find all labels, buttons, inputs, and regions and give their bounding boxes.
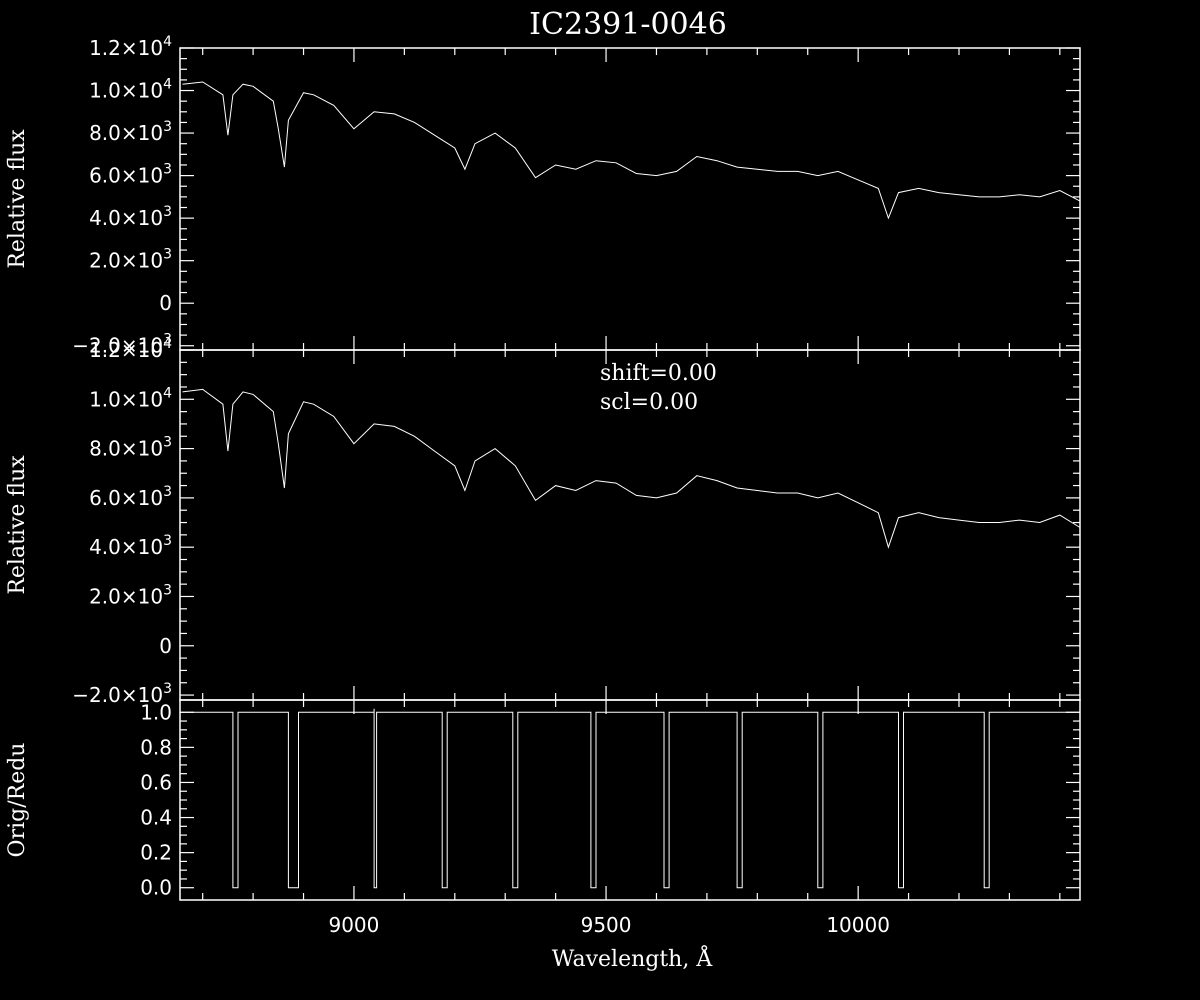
spectrum-series xyxy=(182,81,1081,220)
y-tick-label: 0.8 xyxy=(140,735,172,759)
y-axis-label: Relative flux xyxy=(5,129,30,269)
y-tick-label: 6.0×103 xyxy=(89,484,172,510)
x-tick-label: 10000 xyxy=(826,913,890,937)
x-tick-label: 9500 xyxy=(581,913,632,937)
y-axis-label: Orig/Redu xyxy=(5,743,30,858)
y-tick-label: 6.0×103 xyxy=(89,162,172,188)
plot-frame xyxy=(179,699,1081,901)
chart-title: IC2391-0046 xyxy=(529,7,727,42)
y-tick-label: 4.0×103 xyxy=(89,533,172,559)
spectrum-series xyxy=(180,708,1080,889)
y-tick-label: 4.0×103 xyxy=(89,204,172,230)
panel-3: 0.0 0.2 0.4 0.6 0.8 1.0 Orig/Redu 9000 9500 10000 xyxy=(5,699,1081,937)
y-tick-label: −2.0×103 xyxy=(72,332,172,358)
x-tick-label: 9000 xyxy=(328,913,379,937)
y-tick-label: 8.0×103 xyxy=(89,435,172,461)
y-tick-label: 0.0 xyxy=(140,876,172,900)
y-tick-label: 1.2×104 xyxy=(89,336,172,362)
y-tick-label: 0.6 xyxy=(140,770,172,794)
plot-frame xyxy=(179,47,1081,351)
spectrum-series xyxy=(182,388,1081,549)
y-axis-label: Relative flux xyxy=(5,455,30,595)
y-tick-label: −2.0×103 xyxy=(72,681,172,707)
y-tick-label: 2.0×103 xyxy=(89,247,172,273)
y-tick-label: 0.4 xyxy=(140,806,172,830)
panel-2: −2.0×103 0 2.0×103 4.0×103 6.0×103 8.0×103 1.0… xyxy=(5,336,1081,707)
y-tick-label: 0 xyxy=(159,291,172,315)
annotation-text: shift=0.00 xyxy=(600,361,717,386)
y-tick-label: 1.0×104 xyxy=(89,385,172,411)
y-tick-label: 0 xyxy=(159,634,172,658)
y-tick-label: 8.0×103 xyxy=(89,119,172,145)
y-tick-label: 2.0×103 xyxy=(89,582,172,608)
y-tick-label: 1.0 xyxy=(140,700,172,724)
y-tick-label: 1.2×104 xyxy=(89,34,172,60)
y-tick-label: 0.2 xyxy=(140,841,172,865)
x-axis-label: Wavelength, Å xyxy=(552,944,714,972)
panel-1: −2.0×103 0 2.0×103 4.0×103 6.0×103 8.0×103 1.0… xyxy=(5,34,1081,358)
y-tick-label: 1.0×104 xyxy=(89,77,172,103)
annotation-text: scl=0.00 xyxy=(600,390,698,415)
